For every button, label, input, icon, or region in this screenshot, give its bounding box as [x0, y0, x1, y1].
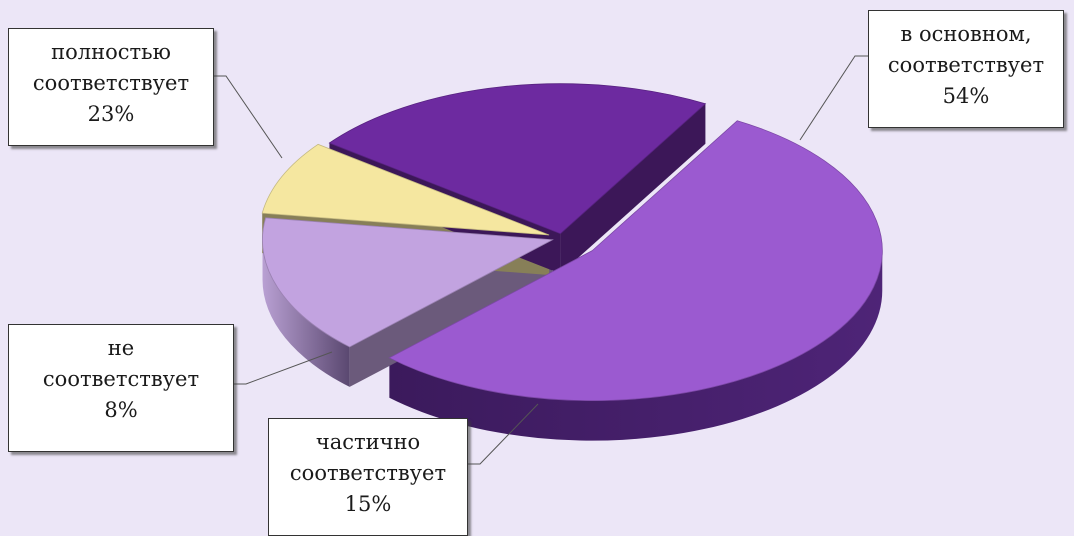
label-line: полностью [51, 40, 171, 64]
label-line: соответствует [32, 71, 190, 95]
slice-polnostyu [328, 83, 707, 235]
slice-cut-face-polnostyu [560, 103, 706, 274]
leader-line-v-osnovnom [799, 55, 868, 141]
data-label-v-osnovnom: в основном, соответствует 54% [868, 10, 1064, 128]
label-line: частично [315, 430, 421, 454]
leader-line-ne [234, 351, 333, 385]
slice-cut-face-chastichno [349, 239, 553, 387]
slice-ne [261, 143, 550, 236]
data-label-ne: не соответствует 8% [8, 324, 234, 452]
data-label-polnostyu: полностью соответствует 23% [8, 28, 214, 146]
label-line: соответствует [289, 461, 447, 485]
label-value: 54% [942, 84, 990, 108]
label-value: 15% [344, 492, 392, 516]
data-label-chastichno: частично соответствует 15% [268, 418, 468, 536]
leader-lines [214, 55, 868, 465]
label-value: 23% [87, 102, 135, 126]
label-line: соответствует [42, 367, 200, 391]
label-line: соответствует [887, 53, 1045, 77]
slice-side-chastichno [262, 239, 350, 387]
leader-line-chastichno [468, 403, 539, 465]
label-line: в основном, [900, 22, 1032, 46]
label-line: не [107, 336, 135, 360]
slice-side-v-osnovnom [389, 250, 883, 441]
leader-line-polnostyu [214, 75, 283, 159]
slice-chastichno [262, 217, 554, 348]
pie-tops [261, 83, 883, 402]
slice-v-osnovnom [388, 120, 883, 402]
label-value: 8% [104, 398, 138, 422]
